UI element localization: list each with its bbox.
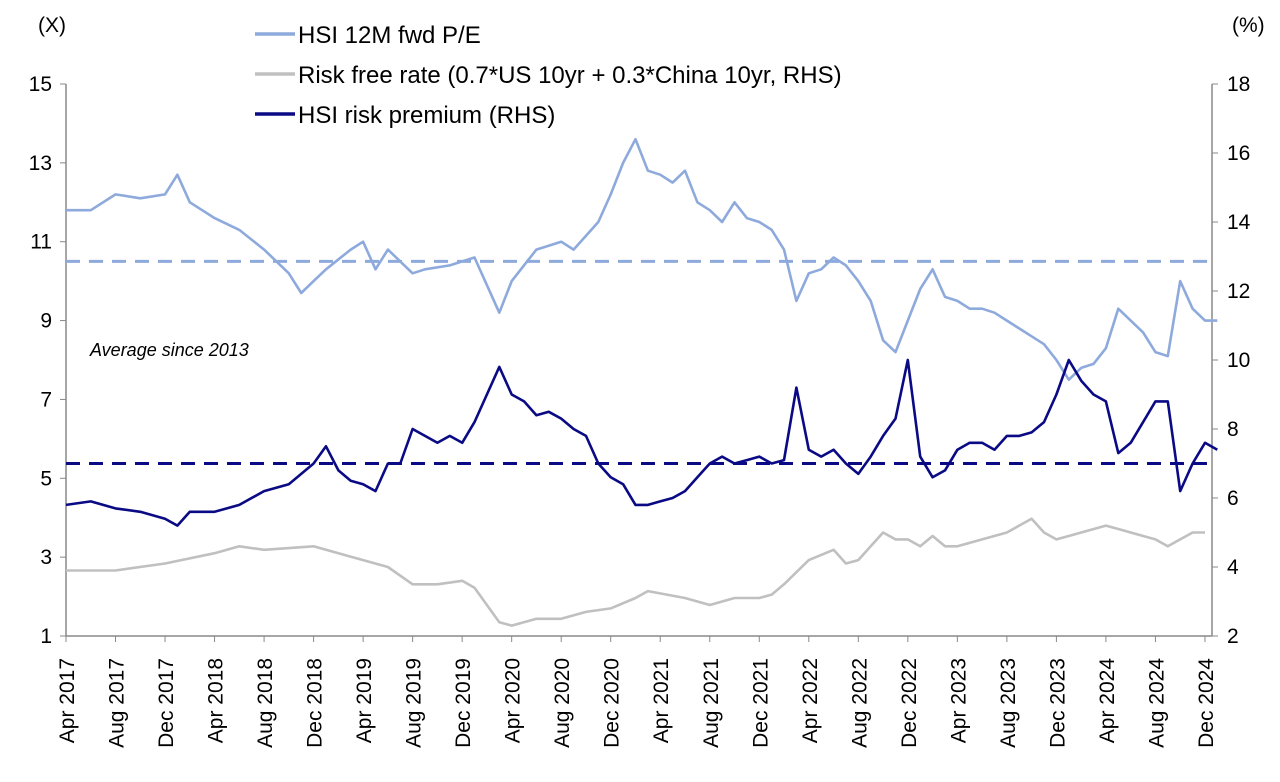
left-axis-label: (X): [38, 14, 66, 37]
x-tick-label: Dec 2019: [452, 658, 475, 748]
x-tick-label: Dec 2020: [601, 658, 624, 748]
left-tick-label: 3: [40, 546, 52, 569]
right-tick-label: 2: [1227, 625, 1239, 648]
x-tick-label: Apr 2017: [56, 658, 79, 743]
left-tick-label: 5: [40, 467, 52, 490]
series-lines: [65, 137, 1218, 627]
x-tick-label: Aug 2017: [106, 658, 129, 748]
x-tick-label: Aug 2024: [1145, 658, 1168, 748]
average-annotation: Average since 2013: [89, 340, 249, 360]
x-tick-label: Aug 2019: [403, 658, 426, 748]
series-line-1: [66, 517, 1205, 627]
legend: HSI 12M fwd P/E Risk free rate (0.7*US 10…: [255, 22, 842, 129]
left-tick-label: 11: [30, 231, 52, 254]
right-tick-label: 12: [1227, 280, 1250, 303]
x-tick-label: Apr 2018: [205, 658, 228, 743]
series-line-0: [66, 137, 1218, 381]
right-tick-label: 6: [1227, 487, 1239, 510]
x-tick-label: Apr 2024: [1096, 658, 1119, 744]
x-tick-label: Aug 2020: [551, 658, 574, 748]
right-tick-label: 16: [1227, 142, 1250, 165]
left-tick-label: 1: [40, 625, 52, 648]
x-tick-label: Apr 2019: [353, 658, 376, 743]
x-tick-label: Dec 2021: [749, 658, 772, 748]
right-tick-label: 8: [1227, 418, 1239, 441]
left-tick-label: 9: [40, 310, 52, 333]
x-tick-label: Aug 2022: [848, 658, 871, 748]
legend-label: Risk free rate (0.7*US 10yr + 0.3*China …: [298, 62, 842, 89]
right-tick-label: 18: [1227, 73, 1250, 96]
x-tick-label: Apr 2021: [650, 658, 673, 743]
x-tick-label: Apr 2023: [947, 658, 970, 743]
x-tick-label: Dec 2017: [155, 658, 178, 748]
right-axis-label: (%): [1232, 14, 1265, 37]
x-tick-label: Dec 2022: [898, 658, 921, 748]
x-tick-label: Apr 2022: [799, 658, 822, 743]
right-tick-label: 4: [1227, 556, 1239, 579]
x-tick-label: Aug 2018: [254, 658, 277, 748]
x-tick-label: Dec 2023: [1046, 658, 1069, 748]
legend-label: HSI risk premium (RHS): [298, 102, 555, 129]
legend-label: HSI 12M fwd P/E: [298, 22, 481, 49]
x-tick-label: Aug 2023: [997, 658, 1020, 748]
left-tick-label: 13: [29, 152, 52, 175]
left-tick-label: 7: [40, 388, 52, 411]
left-tick-label: 15: [29, 73, 52, 96]
x-tick-label: Aug 2021: [700, 658, 723, 748]
x-tick-label: Dec 2018: [304, 658, 327, 748]
right-tick-label: 14: [1227, 211, 1251, 234]
x-tick-label: Dec 2024: [1195, 658, 1218, 748]
series-line-2: [65, 358, 1218, 527]
x-tick-label: Apr 2020: [502, 658, 525, 743]
right-tick-label: 10: [1227, 349, 1250, 372]
